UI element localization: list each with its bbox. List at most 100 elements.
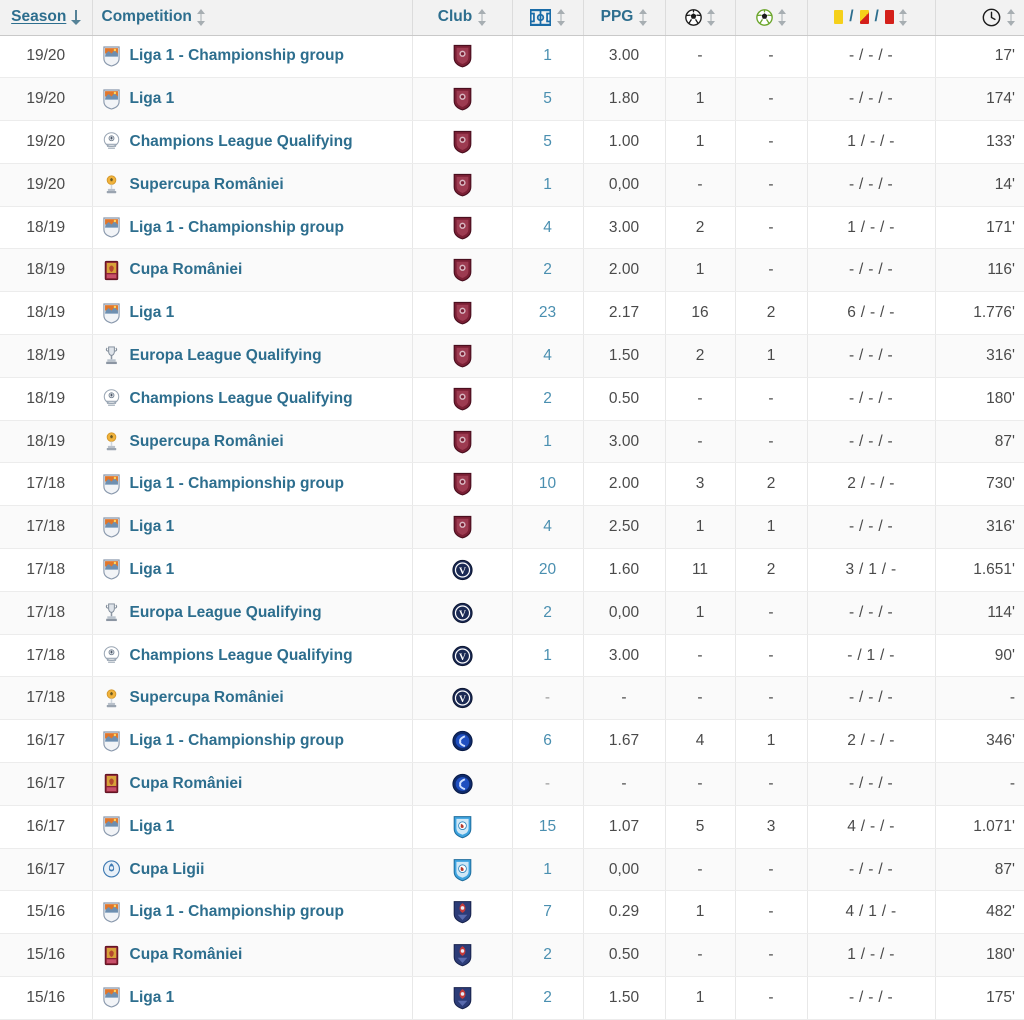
table-row[interactable]: 15/16 Liga 1 - Championship group 7 0.29 1-4… xyxy=(0,890,1024,935)
club-badge-cfr-cluj-icon[interactable] xyxy=(452,87,473,111)
sort-desc-icon[interactable] xyxy=(71,9,80,26)
cell-club[interactable] xyxy=(412,420,513,464)
appearances-link[interactable]: 2 xyxy=(543,946,552,964)
club-badge-asa-targu-mures-icon[interactable] xyxy=(452,986,473,1010)
appearances-link[interactable]: 1 xyxy=(543,47,552,65)
appearances-link[interactable]: 4 xyxy=(543,218,552,236)
appearances-link[interactable]: - xyxy=(544,689,551,707)
table-row[interactable]: 19/20 Supercupa României 1 0,00- - - / - / -1… xyxy=(0,163,1024,207)
column-header-season[interactable]: Season xyxy=(0,0,93,36)
cell-club[interactable] xyxy=(412,762,513,806)
cell-club[interactable]: V xyxy=(412,591,513,635)
cell-club[interactable] xyxy=(412,120,513,164)
competition-link[interactable]: Liga 1 - Championship group xyxy=(129,218,344,236)
competition-link[interactable]: Supercupa României xyxy=(129,175,284,193)
club-badge-cfr-cluj-icon[interactable] xyxy=(452,301,473,325)
cell-appearances[interactable]: 4 xyxy=(512,505,584,550)
competition-link[interactable]: Champions League Qualifying xyxy=(129,132,353,150)
sort-icon[interactable] xyxy=(638,9,647,26)
table-row[interactable]: 16/17 Liga 1 15 1.07 5 3 4 / - / -1.071' xyxy=(0,805,1024,849)
cell-club[interactable] xyxy=(412,248,513,293)
sort-icon[interactable] xyxy=(477,9,486,26)
cell-appearances[interactable]: 1 xyxy=(512,420,584,464)
competition-link[interactable]: Cupa României xyxy=(129,946,243,964)
cell-club[interactable] xyxy=(412,719,513,764)
sort-icon[interactable] xyxy=(556,9,565,26)
appearances-link[interactable]: 1 xyxy=(543,646,552,664)
cell-club[interactable] xyxy=(412,805,513,849)
cell-club[interactable] xyxy=(412,77,513,122)
column-header-minutes[interactable] xyxy=(935,0,1024,36)
club-badge-pandurii-icon[interactable] xyxy=(451,772,473,796)
table-row[interactable]: 18/19 Europa League Qualifying 4 1.50 2 1- / … xyxy=(0,334,1024,378)
table-row[interactable]: 18/19 Supercupa României 1 3.00- - - / - / -8… xyxy=(0,420,1024,464)
cell-club[interactable]: V xyxy=(412,676,513,721)
cell-appearances[interactable]: 1 xyxy=(512,848,584,892)
club-badge-asa-targu-mures-icon[interactable] xyxy=(452,943,473,967)
cell-appearances[interactable]: 2 xyxy=(512,591,584,635)
table-row[interactable]: 17/18 Europa League Qualifying V 2 0,00 1- - /… xyxy=(0,591,1024,635)
table-row[interactable]: 18/19 Cupa României 2 2.00 1- - / - / -116' xyxy=(0,248,1024,293)
competition-link[interactable]: Liga 1 - Championship group xyxy=(129,47,344,65)
cell-club[interactable] xyxy=(412,933,513,978)
cell-club[interactable] xyxy=(412,377,513,421)
competition-link[interactable]: Liga 1 - Championship group xyxy=(129,732,344,750)
appearances-link[interactable]: 5 xyxy=(543,132,552,150)
club-badge-cfr-cluj-icon[interactable] xyxy=(452,130,473,154)
appearances-link[interactable]: 23 xyxy=(538,304,557,322)
competition-link[interactable]: Cupa Ligii xyxy=(129,860,205,878)
appearances-link[interactable]: 10 xyxy=(538,475,557,493)
table-row[interactable]: 19/20 Champions League Qualifying 5 1.00 1-1… xyxy=(0,120,1024,164)
sort-icon[interactable] xyxy=(778,9,787,26)
cell-appearances[interactable]: 4 xyxy=(512,206,584,250)
sort-icon[interactable] xyxy=(1006,9,1015,26)
table-row[interactable]: 15/16 Liga 1 2 1.50 1- - / - / -175' xyxy=(0,976,1024,1020)
table-row[interactable]: 19/20 Liga 1 5 1.80 1- - / - / -174' xyxy=(0,77,1024,122)
appearances-link[interactable]: 4 xyxy=(543,518,552,536)
cell-appearances[interactable]: 1 xyxy=(512,634,584,678)
appearances-link[interactable]: 6 xyxy=(543,732,552,750)
competition-link[interactable]: Supercupa României xyxy=(129,432,284,450)
cell-club[interactable]: V xyxy=(412,548,513,592)
sort-icon[interactable] xyxy=(197,9,206,26)
competition-link[interactable]: Liga 1 xyxy=(129,518,175,536)
club-badge-cfr-cluj-icon[interactable] xyxy=(452,44,473,68)
club-badge-asa-targu-mures-icon[interactable] xyxy=(452,900,473,924)
club-badge-cfr-cluj-icon[interactable] xyxy=(452,216,473,240)
cell-appearances[interactable]: 10 xyxy=(512,462,584,507)
cell-appearances[interactable]: 5 xyxy=(512,120,584,164)
table-row[interactable]: 18/19 Champions League Qualifying 2 0.50- - -… xyxy=(0,377,1024,421)
club-badge-pandurii-icon[interactable] xyxy=(451,729,473,753)
appearances-link[interactable]: 1 xyxy=(543,432,552,450)
cell-appearances[interactable]: 2 xyxy=(512,976,584,1020)
cell-appearances[interactable]: - xyxy=(512,676,584,721)
club-badge-voluntari-icon[interactable] xyxy=(452,815,473,839)
club-badge-cfr-cluj-icon[interactable] xyxy=(452,344,473,368)
sort-icon[interactable] xyxy=(899,9,908,26)
cell-club[interactable] xyxy=(412,206,513,250)
cell-appearances[interactable]: 6 xyxy=(512,719,584,764)
competition-link[interactable]: Liga 1 - Championship group xyxy=(129,903,344,921)
cell-appearances[interactable]: - xyxy=(512,762,584,806)
club-badge-cfr-cluj-icon[interactable] xyxy=(452,387,473,411)
competition-link[interactable]: Cupa României xyxy=(129,774,243,792)
column-header-competition[interactable]: Competition xyxy=(92,0,413,36)
table-row[interactable]: 16/17 Cupa Ligii 1 0,00- - - / - / -87' xyxy=(0,848,1024,892)
cell-appearances[interactable]: 2 xyxy=(512,933,584,978)
cell-appearances[interactable]: 5 xyxy=(512,77,584,122)
club-badge-cfr-cluj-icon[interactable] xyxy=(452,472,473,496)
club-badge-voluntari-icon[interactable] xyxy=(452,858,473,882)
cell-club[interactable] xyxy=(412,462,513,507)
cell-club[interactable] xyxy=(412,976,513,1020)
club-badge-cfr-cluj-icon[interactable] xyxy=(452,430,473,454)
appearances-link[interactable]: 15 xyxy=(538,817,557,835)
appearances-link[interactable]: 2 xyxy=(543,988,552,1006)
cell-appearances[interactable]: 15 xyxy=(512,805,584,849)
appearances-link[interactable]: 2 xyxy=(543,603,552,621)
appearances-link[interactable]: 20 xyxy=(538,560,557,578)
competition-link[interactable]: Cupa României xyxy=(129,261,243,279)
appearances-link[interactable]: 5 xyxy=(543,90,552,108)
competition-link[interactable]: Europa League Qualifying xyxy=(129,603,322,621)
competition-link[interactable]: Liga 1 xyxy=(129,90,175,108)
cell-club[interactable] xyxy=(412,505,513,550)
